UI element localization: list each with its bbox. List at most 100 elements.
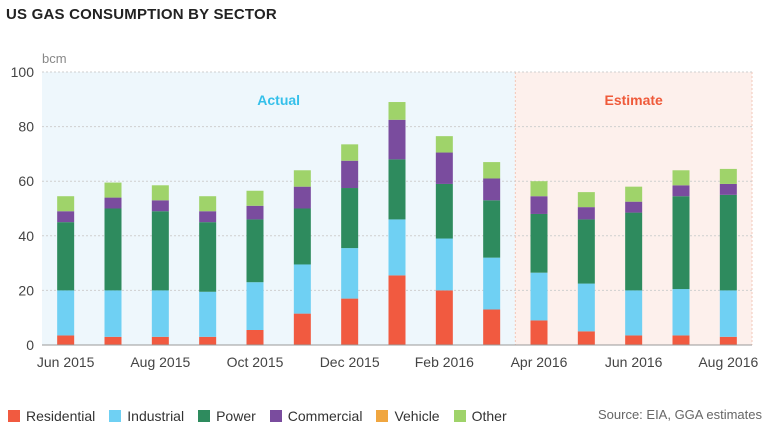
- bar-segment-commercial: [388, 119, 406, 160]
- x-tick-label: Apr 2016: [511, 354, 568, 370]
- legend-swatch: [453, 410, 466, 422]
- bar-segment-industrial: [151, 290, 169, 337]
- bar-segment-other: [483, 162, 501, 179]
- legend-label: Power: [216, 408, 256, 424]
- bar-segment-residential: [199, 336, 217, 345]
- bar-segment-other: [530, 181, 548, 197]
- y-tick-label: 40: [18, 228, 34, 244]
- bar-segment-residential: [483, 309, 501, 345]
- legend-label: Other: [471, 408, 507, 424]
- y-tick-label: 20: [18, 282, 34, 298]
- bar-segment-commercial: [577, 207, 595, 220]
- x-tick-label: Jun 2016: [605, 354, 663, 370]
- bar-segment-industrial: [246, 282, 264, 330]
- legend-swatch: [198, 410, 211, 422]
- bar-segment-residential: [530, 320, 548, 345]
- bar-segment-residential: [719, 336, 737, 345]
- legend-swatch: [8, 410, 20, 422]
- bar-segment-industrial: [530, 272, 548, 321]
- bar-segment-commercial: [293, 186, 311, 209]
- bar-segment-residential: [435, 290, 453, 345]
- x-tick-label: Jun 2015: [37, 354, 95, 370]
- bar-segment-industrial: [672, 289, 690, 336]
- bar-segment-commercial: [151, 200, 169, 212]
- x-tick-label: Oct 2015: [227, 354, 284, 370]
- bar-segment-commercial: [199, 211, 217, 223]
- bar-segment-commercial: [104, 197, 122, 209]
- bar-segment-industrial: [341, 248, 359, 299]
- bar-segment-industrial: [388, 219, 406, 276]
- bar-segment-industrial: [435, 238, 453, 291]
- source-note: Source: EIA, GGA estimates: [597, 407, 762, 422]
- bar-segment-other: [672, 170, 690, 186]
- bar-segment-commercial: [57, 211, 75, 223]
- bar-segment-commercial: [530, 196, 548, 214]
- bar-segment-industrial: [625, 290, 643, 336]
- legend-item-commercial: Commercial: [269, 408, 363, 424]
- stacked-bar-chart: Actual Estimate 0 20 40 60 80 100 bcm Jun 2015 Aug…: [11, 51, 759, 370]
- bar-segment-commercial: [483, 178, 501, 201]
- bar-segment-other: [388, 102, 406, 120]
- legend-label: Commercial: [287, 408, 363, 424]
- bar-segment-other: [199, 196, 217, 212]
- bar-segment-other: [151, 185, 169, 201]
- legend-item-vehicle: Vehicle: [376, 408, 440, 424]
- y-tick-label: 0: [26, 337, 34, 353]
- bar-segment-other: [625, 186, 643, 202]
- x-tick-label: Aug 2015: [130, 354, 190, 370]
- bar-segment-power: [719, 194, 737, 291]
- bar-segment-commercial: [246, 205, 264, 220]
- bar-segment-other: [104, 182, 122, 198]
- bar-segment-power: [483, 200, 501, 258]
- bar-segment-power: [293, 208, 311, 265]
- bar-segment-power: [625, 212, 643, 291]
- bar-segment-commercial: [625, 201, 643, 213]
- bar-segment-industrial: [577, 283, 595, 332]
- bar-segment-commercial: [672, 185, 690, 197]
- legend-item-other: Other: [453, 408, 507, 424]
- bar-segment-power: [388, 159, 406, 220]
- legend-label: Residential: [26, 408, 96, 424]
- bar-segment-power: [672, 196, 690, 290]
- legend: Residential Industrial Power Commercial Vehi…: [8, 406, 521, 426]
- x-tick-label: Dec 2015: [320, 354, 380, 370]
- bar-segment-industrial: [483, 257, 501, 310]
- legend-item-power: Power: [198, 408, 256, 424]
- legend-swatch: [109, 410, 122, 422]
- bar-segment-other: [57, 196, 75, 212]
- bar-segment-power: [577, 219, 595, 284]
- bar-segment-power: [199, 222, 217, 292]
- bar-segment-residential: [104, 336, 122, 345]
- y-tick-label: 100: [11, 64, 35, 80]
- bar-segment-commercial: [341, 160, 359, 189]
- bar-segment-power: [530, 213, 548, 273]
- region-label-actual: Actual: [257, 92, 300, 108]
- y-tick-label: 80: [18, 119, 34, 135]
- bar-segment-power: [151, 211, 169, 291]
- bar-segment-residential: [293, 313, 311, 345]
- legend-label: Vehicle: [394, 408, 440, 424]
- bar-segment-residential: [577, 331, 595, 345]
- bar-segment-residential: [57, 335, 75, 345]
- legend-swatch: [376, 410, 389, 422]
- legend-label: Industrial: [127, 408, 185, 424]
- bar-segment-industrial: [57, 290, 75, 336]
- bar-segment-residential: [388, 275, 406, 345]
- bar-segment-other: [293, 170, 311, 187]
- bar-segment-residential: [341, 298, 359, 345]
- bar-segment-other: [435, 136, 453, 153]
- bar-segment-residential: [672, 335, 690, 345]
- bar-segment-other: [719, 168, 737, 184]
- bar-segment-other: [246, 190, 264, 206]
- bar-segment-power: [104, 208, 122, 291]
- region-label-estimate: Estimate: [604, 92, 663, 108]
- bar-segment-industrial: [719, 290, 737, 337]
- chart-title: US GAS CONSUMPTION BY SECTOR: [6, 6, 277, 23]
- legend-swatch: [269, 410, 282, 422]
- bar-segment-power: [57, 222, 75, 291]
- bar-segment-power: [341, 188, 359, 249]
- bar-segment-residential: [151, 336, 169, 345]
- legend-item-residential: Residential: [8, 408, 95, 424]
- legend-item-industrial: Industrial: [109, 408, 184, 424]
- bar-segment-other: [341, 144, 359, 161]
